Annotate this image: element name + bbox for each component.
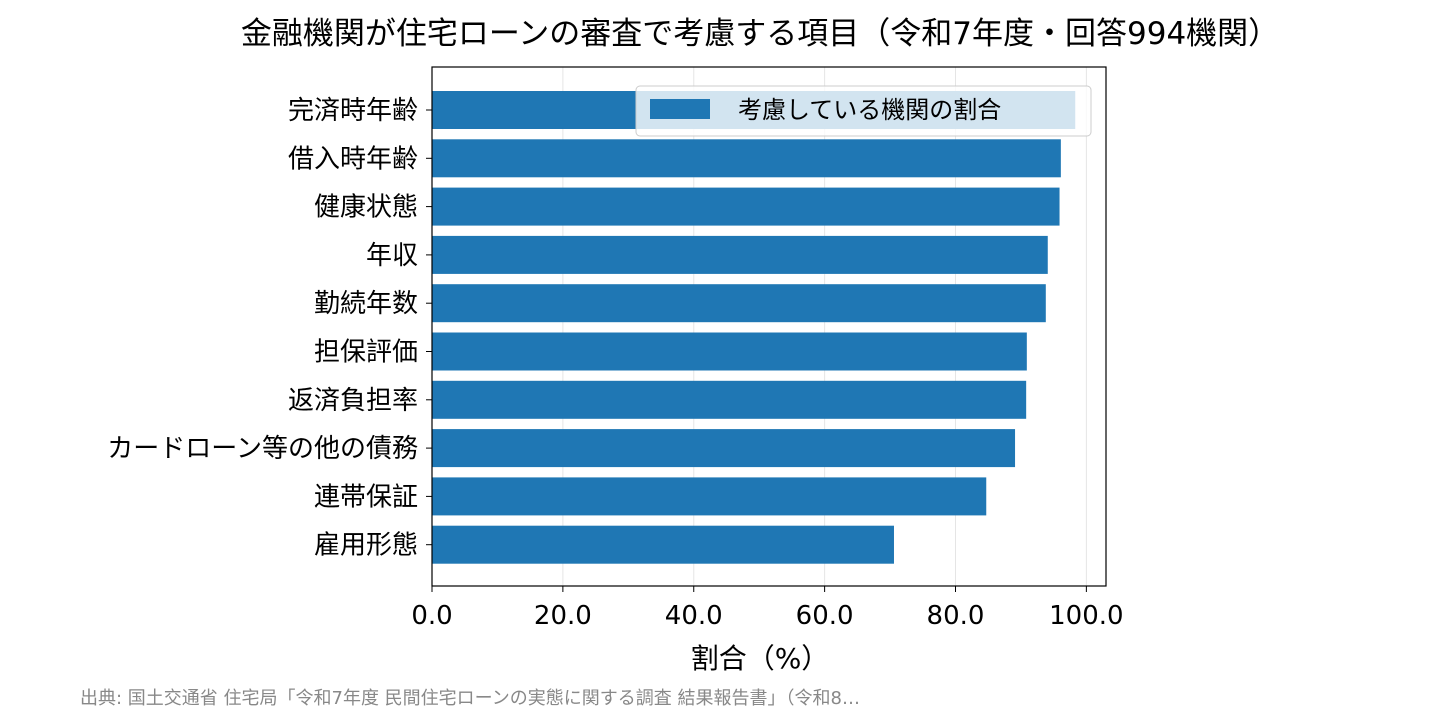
legend-box [635, 85, 1092, 137]
y-tick-label: 連帯保証 [314, 482, 418, 512]
bar-layer [432, 91, 1076, 564]
y-tick-label: 年収 [366, 241, 418, 271]
y-tick-label: 雇用形態 [314, 531, 418, 561]
y-tick-label: 健康状態 [314, 193, 418, 223]
y-tick-label: 担保評価 [314, 338, 418, 368]
bar [432, 235, 1048, 274]
x-axis-label: 割合（%） [691, 642, 830, 675]
y-tick-label: 勤続年数 [314, 289, 418, 319]
bar [432, 477, 987, 516]
source-note: 出典: 国土交通省 住宅局「令和7年度 民間住宅ローンの実態に関する調査 結果報… [80, 688, 860, 709]
bar [432, 525, 894, 564]
legend-swatch [650, 99, 710, 119]
bar [432, 429, 1016, 468]
x-tick-label: 100.0 [1049, 601, 1123, 631]
bar [432, 187, 1060, 226]
bar [432, 332, 1027, 371]
x-tick-label: 60.0 [796, 601, 854, 631]
legend-label: 考慮している機関の割合 [738, 96, 1001, 124]
x-tick-label: 80.0 [927, 601, 985, 631]
plot-frame [431, 66, 1107, 587]
y-tick-label: 完済時年齢 [288, 96, 418, 126]
bar [432, 284, 1046, 323]
x-axis: 0.0 20.0 40.0 60.0 80.0 100.0 [411, 586, 1124, 631]
legend: 考慮している機関の割合 [635, 85, 1092, 137]
y-tick-label: 返済負担率 [288, 386, 418, 416]
x-tick-label: 40.0 [665, 601, 723, 631]
y-axis: 完済時年齢借入時年齢健康状態年収勤続年数担保評価返済負担率カードローン等の他の債… [107, 96, 432, 561]
y-tick-label: カードローン等の他の債務 [107, 434, 418, 464]
bar [432, 139, 1061, 178]
y-tick-label: 借入時年齢 [288, 144, 418, 174]
x-tick-label: 0.0 [411, 601, 452, 631]
chart-title: 金融機関が住宅ローンの審査で考慮する項目（令和7年度・回答994機関） [241, 16, 1279, 52]
x-tick-label: 20.0 [534, 601, 592, 631]
bar [432, 380, 1027, 419]
